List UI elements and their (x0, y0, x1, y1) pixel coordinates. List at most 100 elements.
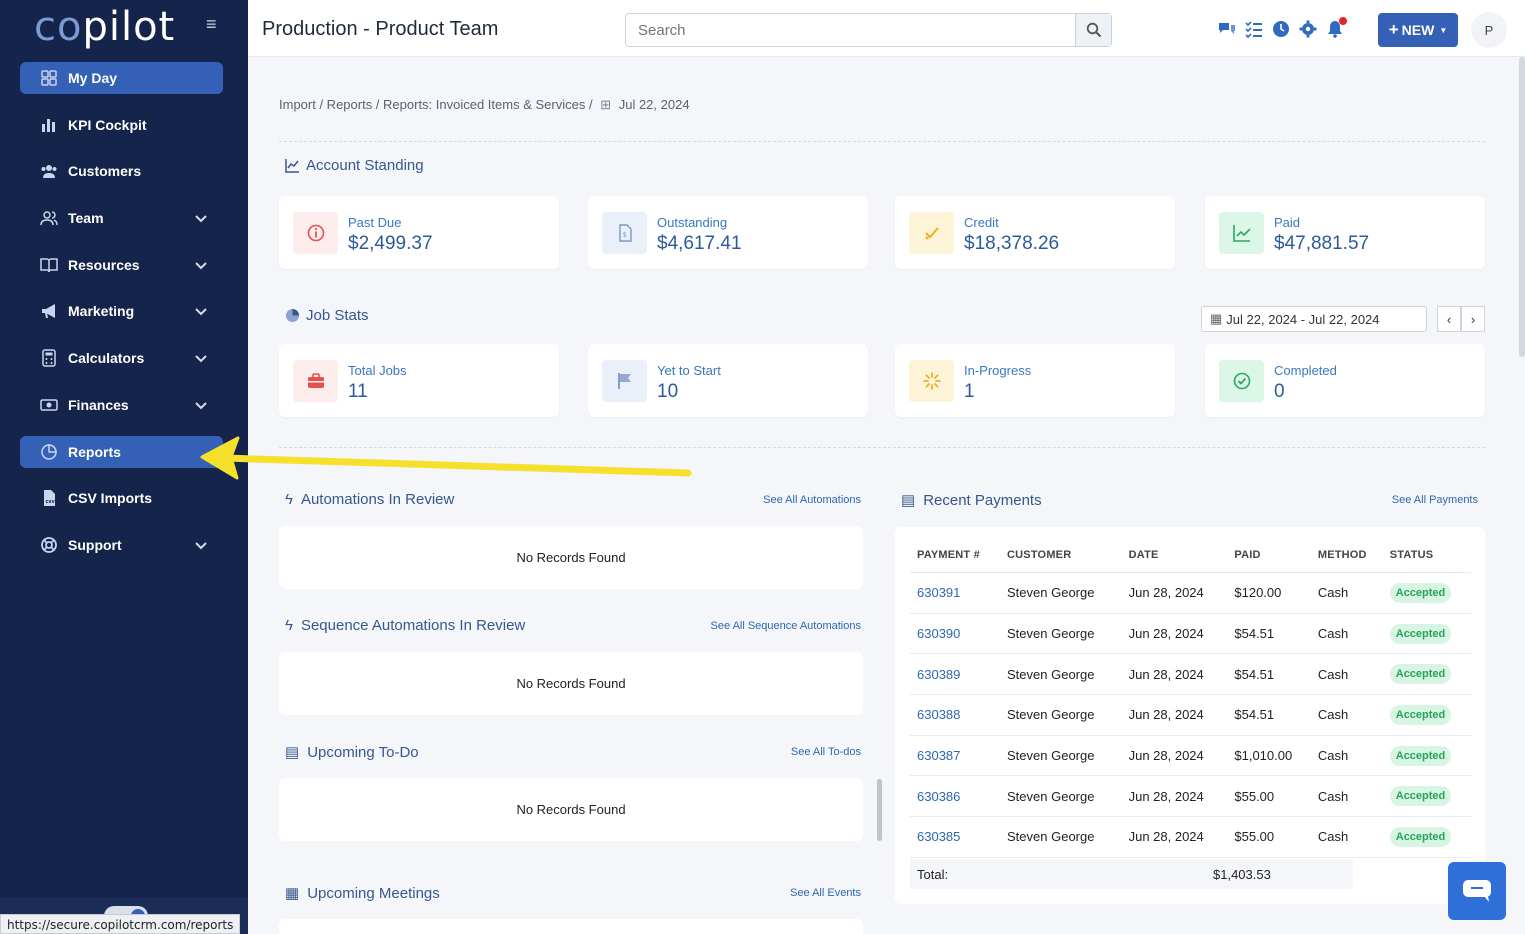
table-row: 630385 Steven George Jun 28, 2024 $55.00… (910, 816, 1471, 858)
stat-value: 1 (964, 381, 975, 402)
bolt-icon: ϟ (285, 617, 293, 634)
customer-cell: Steven George (1000, 694, 1122, 736)
table-row: 630387 Steven George Jun 28, 2024 $1,010… (910, 735, 1471, 777)
see-all-events-link[interactable]: See All Events (790, 887, 861, 899)
new-button[interactable]: + NEW ▼ (1378, 13, 1458, 47)
sidebar-item-csv-imports[interactable]: csv CSV Imports (20, 482, 223, 514)
stat-card-past-due[interactable]: Past Due $2,499.37 (279, 196, 559, 269)
notifications-bell[interactable] (1326, 17, 1347, 38)
payment-id-link[interactable]: 630387 (910, 735, 1001, 777)
method-cell: Cash (1310, 735, 1383, 777)
lifebuoy-icon (41, 536, 57, 553)
paid-cell: $54.51 (1227, 653, 1311, 696)
task-list-icon[interactable] (1245, 20, 1263, 38)
upcoming-todo-empty: No Records Found (279, 778, 863, 841)
svg-text:csv: csv (46, 499, 56, 505)
sidebar-item-customers[interactable]: Customers (20, 155, 223, 187)
payments-table: PAYMENT # CUSTOMER DATE PAID METHOD STATUS 63… (910, 543, 1471, 858)
payment-id-link[interactable]: 630391 (910, 572, 1001, 614)
book-icon (40, 258, 58, 272)
sidebar-item-team[interactable]: Team (20, 202, 223, 234)
sidebar-item-reports[interactable]: Reports (20, 435, 223, 468)
sidebar-item-label: Team (68, 210, 104, 227)
see-all-payments-link[interactable]: See All Payments (1391, 494, 1478, 506)
method-cell: Cash (1310, 694, 1383, 736)
customer-cell: Steven George (1000, 653, 1122, 696)
sidebar-item-support[interactable]: Support (20, 529, 223, 561)
stat-card-in-progress[interactable]: In-Progress 1 (895, 344, 1175, 417)
search-input[interactable] (626, 14, 1075, 46)
see-all-sequence-automations-link[interactable]: See All Sequence Automations (710, 620, 861, 632)
stat-card-completed[interactable]: Completed 0 (1205, 344, 1485, 417)
stat-card-yet-to-start[interactable]: Yet to Start 10 (588, 344, 868, 417)
invoice-icon: $ (618, 224, 632, 242)
clipboard-icon: ▤ (285, 744, 300, 761)
stat-label: In-Progress (964, 363, 1032, 378)
sidebar-item-label: Calculators (68, 350, 145, 367)
see-all-automations-link[interactable]: See All Automations (763, 494, 861, 506)
date-cell: Jun 28, 2024 (1121, 775, 1228, 818)
payment-id-link[interactable]: 630385 (910, 816, 1001, 858)
copilot-logo[interactable]: copilot (34, 4, 176, 50)
sidebar-item-marketing[interactable]: Marketing (20, 295, 223, 327)
user-avatar[interactable]: P (1471, 12, 1507, 48)
sidebar-item-label: KPI Cockpit (68, 116, 147, 133)
stat-card-credit[interactable]: Credit $18,378.26 (895, 196, 1175, 269)
sidebar-item-calculators[interactable]: Calculators (20, 342, 223, 374)
date-cell: Jun 28, 2024 (1121, 735, 1228, 777)
search-button[interactable] (1075, 14, 1111, 46)
chat-bubble-icon (1463, 880, 1491, 902)
hamburger-menu-icon[interactable]: ≡ (206, 14, 217, 34)
status-badge: Accepted (1389, 745, 1452, 766)
page-scrollbar[interactable] (1519, 57, 1525, 357)
chevron-down-icon (195, 402, 207, 410)
chat-icon[interactable] (1218, 20, 1236, 38)
sidebar-item-label: Customers (68, 163, 142, 180)
caret-down-icon: ▼ (1439, 25, 1448, 35)
sidebar-item-my-day[interactable]: My Day (20, 62, 223, 94)
prev-date-button[interactable]: ‹ (1437, 306, 1461, 332)
stat-value: 10 (657, 381, 679, 402)
sidebar-item-finances[interactable]: Finances (20, 389, 223, 421)
divider (279, 447, 1485, 448)
calendar-icon: ▦ (285, 885, 300, 902)
customer-cell: Steven George (1000, 816, 1122, 858)
date-cell: Jun 28, 2024 (1121, 613, 1228, 655)
pie-chart-icon (41, 443, 57, 460)
date-cell: Jun 28, 2024 (1121, 572, 1228, 614)
payment-id-link[interactable]: 630386 (910, 775, 1001, 818)
stat-value: $2,499.37 (348, 233, 433, 254)
customer-cell: Steven George (1000, 775, 1122, 818)
chat-widget-button[interactable] (1448, 862, 1506, 920)
next-date-button[interactable]: › (1461, 306, 1485, 332)
stat-icon (909, 360, 954, 402)
paid-cell: $1,010.00 (1227, 735, 1311, 777)
stat-card-paid[interactable]: Paid $47,881.57 (1205, 196, 1485, 269)
file-csv-icon: csv (44, 490, 56, 507)
stat-card-total-jobs[interactable]: Total Jobs 11 (279, 344, 559, 417)
breadcrumb-path[interactable]: Import / Reports / Reports: Invoiced Ite… (279, 97, 593, 112)
date-cell: Jun 28, 2024 (1121, 694, 1228, 736)
status-badge: Accepted (1389, 664, 1452, 685)
payment-id-link[interactable]: 630388 (910, 694, 1001, 736)
status-badge: Accepted (1389, 704, 1452, 725)
gear-icon[interactable] (1299, 20, 1317, 38)
recent-payments-heading: ▤ Recent Payments (901, 491, 1042, 510)
stat-card-outstanding[interactable]: $ Outstanding $4,617.41 (588, 196, 868, 269)
payment-id-link[interactable]: 630390 (910, 613, 1001, 655)
customer-cell: Steven George (1000, 572, 1122, 614)
see-all-todos-link[interactable]: See All To-dos (790, 746, 861, 758)
date-range-picker[interactable]: ▦ Jul 22, 2024 - Jul 22, 2024 (1201, 306, 1427, 332)
bell-icon (1328, 21, 1342, 38)
sidebar-item-resources[interactable]: Resources (20, 249, 223, 281)
stat-icon (1219, 212, 1264, 254)
stat-label: Outstanding (657, 215, 728, 230)
method-cell: Cash (1310, 816, 1383, 858)
clock-icon[interactable] (1272, 20, 1290, 38)
calendar-icon: ▦ (1210, 311, 1223, 326)
payment-id-link[interactable]: 630389 (910, 653, 1001, 696)
panel-scrollbar[interactable] (877, 779, 882, 841)
sidebar-item-kpi-cockpit[interactable]: KPI Cockpit (20, 109, 223, 141)
stat-value: $18,378.26 (964, 233, 1060, 254)
column-header: CUSTOMER (1000, 543, 1122, 573)
